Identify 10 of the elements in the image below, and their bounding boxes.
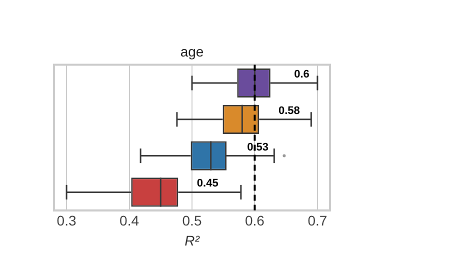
x-tick-label: 0.3 — [56, 212, 76, 229]
x-tick-label: 0.6 — [244, 212, 265, 229]
text: 0.58 — [278, 104, 300, 117]
chart-title: age — [180, 43, 204, 60]
text: 0.45 — [196, 178, 218, 190]
text: 0.6 — [294, 68, 310, 81]
x-axis-title: R² — [184, 232, 201, 248]
x-tick-label: 0.7 — [308, 212, 328, 229]
x-tick-label: 0.5 — [182, 212, 202, 229]
x-tick-label: 0.4 — [120, 212, 140, 229]
